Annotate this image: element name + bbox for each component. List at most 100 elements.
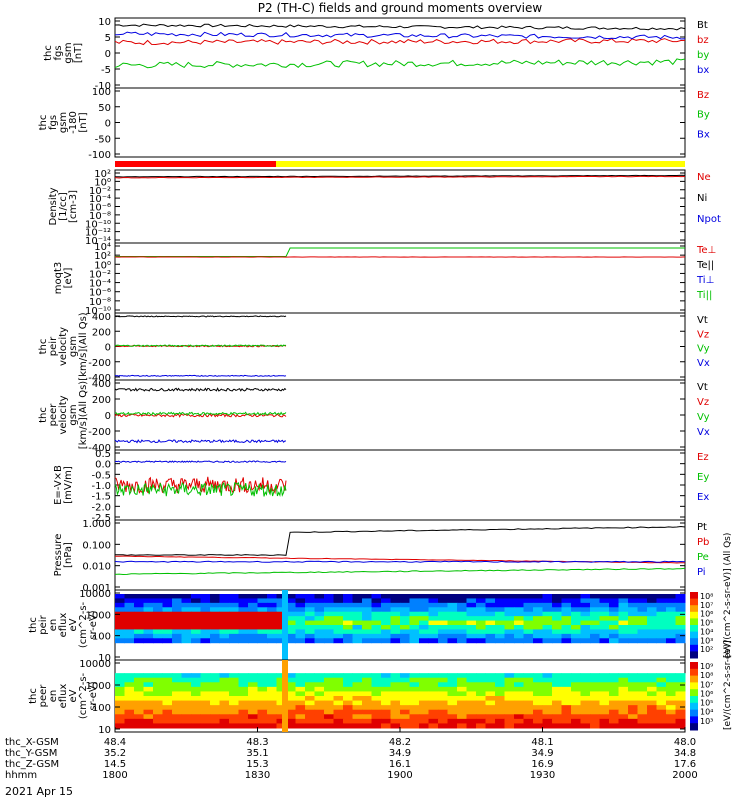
- spectrogram-cell: [447, 718, 458, 724]
- spectrogram-cell: [590, 718, 600, 724]
- y-axis-label: gsm: [58, 112, 69, 133]
- spectrogram-cell: [495, 602, 505, 608]
- spectrogram-cell: [504, 620, 515, 626]
- spectrogram-cell: [314, 686, 325, 692]
- x-row-label: hhmm: [5, 770, 37, 781]
- spectrogram-cell: [438, 714, 448, 720]
- spectrogram-cell: [400, 691, 410, 697]
- spectrogram-cell: [248, 714, 258, 720]
- spectrogram-cell: [628, 629, 638, 635]
- spectrogram-cell: [618, 718, 629, 724]
- spectrogram-cell: [504, 705, 515, 711]
- spectrogram-cell: [561, 602, 572, 608]
- spectrogram-cell: [466, 686, 477, 692]
- spectrogram-cell: [238, 607, 249, 613]
- spectrogram-cell: [324, 638, 334, 644]
- spectrogram-cell: [599, 620, 610, 626]
- y-tick-label: 400: [92, 312, 111, 323]
- spectrogram-cell: [666, 638, 676, 644]
- spectrogram-cell: [295, 625, 306, 630]
- spectrogram-cell: [191, 700, 201, 706]
- spectrogram-cell: [238, 723, 249, 729]
- y-tick-label: 400: [92, 379, 111, 390]
- spectrogram-cell: [134, 700, 144, 706]
- spectrogram-cell: [143, 686, 154, 692]
- spectrogram-cell: [599, 696, 610, 702]
- y-axis-label: eflux: [58, 613, 69, 638]
- y-tick-label: -2.5: [91, 513, 111, 524]
- spectrogram-cell: [286, 673, 296, 679]
- spectrogram-cell: [495, 677, 505, 683]
- y-tick-label: -2.0: [91, 502, 111, 513]
- spectrogram-cell: [666, 598, 676, 604]
- spectrogram-cell: [552, 709, 562, 715]
- spectrogram-cell: [580, 633, 591, 639]
- spectrogram-cell: [210, 616, 220, 622]
- spectrogram-cell: [238, 691, 249, 697]
- spectrogram-cell: [485, 629, 496, 635]
- spectrogram-cell: [115, 705, 125, 711]
- y-tick-label: -100: [88, 150, 111, 161]
- y-tick-label: 10⁻¹⁰: [85, 306, 111, 317]
- spectrogram-cell: [314, 602, 325, 608]
- colorbar-tick-label: 10⁶: [700, 689, 713, 698]
- legend-pt: Pt: [697, 522, 707, 533]
- spectrogram-cell: [305, 682, 315, 688]
- spectrogram-cell: [618, 723, 629, 729]
- spectrogram-cell: [495, 594, 505, 599]
- spectrogram-cell: [314, 714, 325, 720]
- spectrogram-cell: [552, 723, 562, 729]
- spectrogram-cell: [428, 718, 439, 724]
- spectrogram-cell: [466, 673, 477, 679]
- spectrogram-cell: [143, 629, 154, 635]
- spectrogram-cell: [229, 677, 239, 683]
- spectrogram-cell: [609, 718, 619, 724]
- spectrogram-cell: [210, 691, 220, 697]
- series-line-pe: [114, 567, 686, 576]
- spectrogram-cell: [191, 705, 201, 711]
- spectrogram-cell: [371, 638, 382, 644]
- spectrogram-cell: [599, 677, 610, 683]
- spectrogram-cell: [343, 709, 353, 715]
- spectrogram-cell: [400, 616, 410, 622]
- spectrogram-cell: [599, 709, 610, 715]
- spectrogram-cell: [352, 709, 363, 715]
- spectrogram-cell: [438, 691, 448, 697]
- spectrogram-cell: [628, 714, 638, 720]
- spectrogram-cell: [533, 633, 543, 639]
- spectrogram-cell: [276, 602, 287, 608]
- spectrogram-cell: [447, 598, 458, 604]
- spectrogram-cell: [229, 700, 239, 706]
- spectrogram-cell: [409, 723, 420, 729]
- spectrogram-cell: [457, 686, 467, 692]
- spectrogram-cell: [371, 633, 382, 639]
- spectrogram-cell: [153, 682, 163, 688]
- spectrogram-cell: [495, 616, 505, 622]
- spectrogram-cell: [210, 598, 220, 604]
- spectrogram-cell: [457, 682, 467, 688]
- spectrogram-cell: [400, 686, 410, 692]
- y-tick-label: -400: [88, 443, 111, 454]
- spectrogram-cell: [200, 696, 211, 702]
- spectrogram-cell: [267, 673, 277, 679]
- spectrogram-cell: [533, 611, 543, 617]
- spectrogram-cell: [172, 616, 182, 622]
- spectrogram-cell: [514, 718, 524, 724]
- spectrogram-cell: [571, 594, 581, 599]
- spectrogram-cell: [666, 620, 676, 626]
- spectrogram-cell: [628, 686, 638, 692]
- spectrogram-cell: [200, 607, 211, 613]
- spectrogram-cell: [124, 709, 135, 715]
- spectrogram-cell: [257, 616, 268, 622]
- spectrogram-cell: [571, 705, 581, 711]
- spectrogram-cell: [333, 709, 344, 715]
- spectrogram-cell: [590, 677, 600, 683]
- spectrogram-cell: [476, 598, 486, 604]
- spectrogram-cell: [618, 607, 629, 613]
- spectrogram-cell: [666, 691, 676, 697]
- spectrogram-cell: [400, 638, 410, 644]
- y-tick-label: -1.0: [91, 481, 111, 492]
- spectrogram-cell: [286, 696, 296, 702]
- spectrogram-cell: [561, 633, 572, 639]
- spectrogram-cell: [561, 682, 572, 688]
